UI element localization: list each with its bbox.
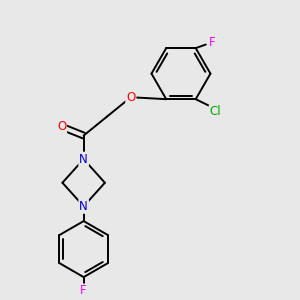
Text: F: F: [80, 284, 87, 298]
Text: F: F: [208, 36, 215, 49]
Text: O: O: [57, 120, 66, 133]
Text: Cl: Cl: [210, 105, 221, 119]
Text: N: N: [79, 200, 88, 213]
Text: O: O: [126, 91, 136, 104]
Text: N: N: [79, 153, 88, 166]
